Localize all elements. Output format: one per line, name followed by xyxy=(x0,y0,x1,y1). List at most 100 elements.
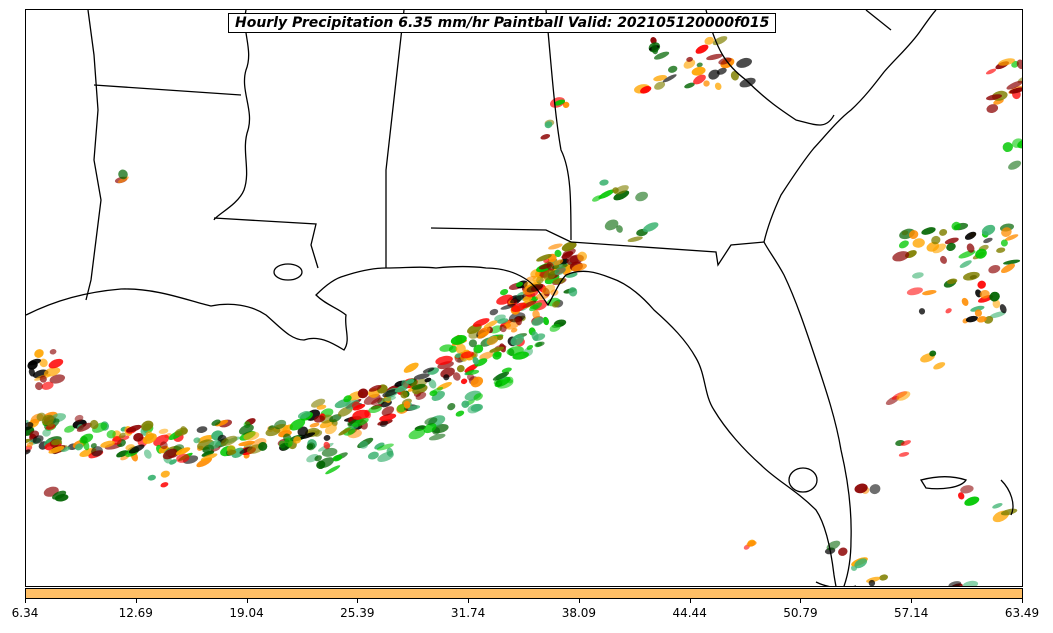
colorbar-tick xyxy=(578,599,580,603)
colorbar-tick xyxy=(25,599,26,603)
paintball-blob xyxy=(696,62,703,68)
paintball-blob xyxy=(900,440,912,446)
paintball-blob xyxy=(39,375,47,383)
paintball-blob xyxy=(472,357,479,365)
paintball-blob xyxy=(869,484,881,495)
paintball-blob xyxy=(455,343,466,354)
paintball-blob xyxy=(403,400,411,409)
paintball-blob xyxy=(450,334,467,345)
paintball-blob xyxy=(650,37,657,44)
paintball-blob xyxy=(424,377,432,383)
paintball-blob xyxy=(1001,227,1012,237)
paintball-blob xyxy=(946,242,956,251)
paintball-blob xyxy=(118,432,126,439)
colorbar-tick-label: 38.09 xyxy=(561,606,597,620)
paintball-blob xyxy=(989,311,1006,319)
paintball-blob xyxy=(708,69,720,80)
paintball-blob xyxy=(531,317,544,326)
paintball-blob xyxy=(966,243,975,253)
paintball-blob xyxy=(931,235,941,245)
paintball-blob xyxy=(627,236,643,242)
paintball-blob xyxy=(141,420,154,431)
paintball-blob xyxy=(423,423,437,434)
paintball-blob xyxy=(525,275,537,281)
paintball-blob xyxy=(214,419,229,427)
paintball-blob xyxy=(325,465,341,475)
florida-keys xyxy=(815,581,856,586)
paintball-blob xyxy=(500,303,516,310)
paintball-blob xyxy=(396,404,407,413)
paintball-blob xyxy=(106,430,116,439)
paintball-blob xyxy=(592,195,602,202)
paintball-blob xyxy=(470,403,483,412)
paintball-blob xyxy=(562,101,570,109)
paintball-blob xyxy=(946,278,958,285)
paintball-blob xyxy=(554,99,566,106)
paintball-blob xyxy=(424,417,438,425)
paintball-blob xyxy=(981,224,996,236)
paintball-blob xyxy=(962,580,979,586)
paintball-blob xyxy=(160,441,168,450)
paintball-blob xyxy=(332,454,343,462)
paintball-blob xyxy=(381,406,395,416)
paintball-blob xyxy=(313,430,323,437)
paintball-blob xyxy=(474,358,488,367)
paintball-blob xyxy=(992,503,1003,509)
paintball-blob xyxy=(176,453,190,463)
paintball-blob xyxy=(428,433,446,441)
paintball-blob xyxy=(313,415,325,423)
paintball-blob xyxy=(1006,80,1022,90)
paintball-blob xyxy=(274,419,287,430)
paintball-blob xyxy=(411,383,426,390)
paintball-blob xyxy=(704,36,714,45)
state-border-ms-al xyxy=(385,10,405,268)
state-border-la-ms xyxy=(213,217,319,269)
paintball-blob xyxy=(695,44,709,54)
paintball-blob xyxy=(945,308,952,314)
paintball-blob xyxy=(976,316,987,323)
colorbar-tick-label: 6.34 xyxy=(11,606,39,620)
paintball-blob xyxy=(406,378,415,384)
paintball-blob xyxy=(933,362,946,370)
paintball-blob xyxy=(501,367,512,373)
paintball-blob xyxy=(922,290,937,296)
paintball-blob xyxy=(351,401,360,409)
paintball-blob xyxy=(988,264,1001,274)
paintball-blob xyxy=(435,355,453,365)
paintball-blob xyxy=(160,482,169,488)
paintball-blob xyxy=(716,67,727,75)
colorbar-tick xyxy=(800,599,802,603)
paintball-blob xyxy=(932,243,947,254)
paintball-blob xyxy=(561,251,574,260)
paintball-blob xyxy=(940,255,947,264)
paintball-blob xyxy=(530,304,539,310)
paintball-blob xyxy=(429,390,438,397)
colorbar-tick-label: 31.74 xyxy=(450,606,486,620)
paintball-blob xyxy=(511,302,527,312)
paintball-blob xyxy=(486,335,499,346)
paintball-blob xyxy=(489,308,499,316)
paintball-blob xyxy=(964,496,980,506)
paintball-blob xyxy=(653,74,667,82)
paintball-blob xyxy=(1001,263,1015,274)
paintball-blob xyxy=(536,254,552,262)
paintball-blob xyxy=(27,360,38,370)
paintball-blob xyxy=(951,221,961,231)
paintball-blob xyxy=(376,443,394,451)
paintball-blob xyxy=(500,289,509,296)
paintball-blob xyxy=(357,388,369,399)
colorbar-tick xyxy=(468,599,470,603)
paintball-blob xyxy=(989,291,1000,302)
paintball-blob xyxy=(147,474,156,481)
paintball-blob xyxy=(854,558,868,569)
paintball-blob xyxy=(343,395,352,403)
paintball-blob xyxy=(460,351,475,359)
paintball-blob xyxy=(309,422,320,428)
paintball-blob xyxy=(532,275,541,282)
paintball-blob xyxy=(838,547,848,556)
paintball-blob xyxy=(26,422,34,431)
paintball-blob xyxy=(912,272,924,279)
paintball-blob xyxy=(265,427,281,437)
paintball-blob xyxy=(48,358,64,369)
paintball-blob xyxy=(461,400,470,408)
